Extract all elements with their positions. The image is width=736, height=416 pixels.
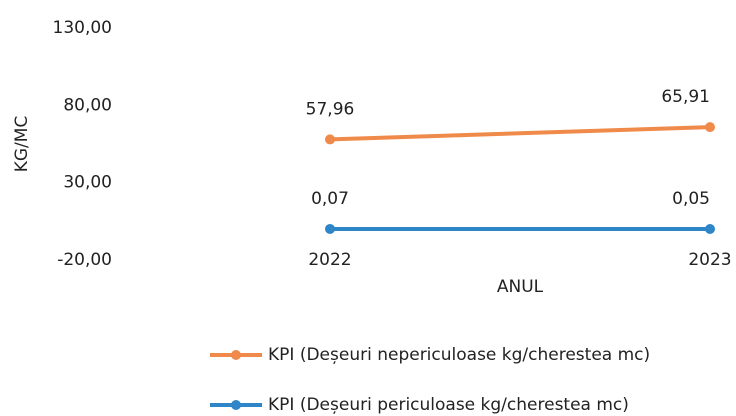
legend-marker: [231, 350, 241, 360]
y-tick-label: 130,00: [53, 18, 112, 38]
y-axis-label: KG/MC: [12, 116, 32, 173]
x-axis-label: ANUL: [497, 277, 544, 297]
y-tick-label: 30,00: [63, 173, 112, 193]
point: [325, 223, 335, 234]
y-tick-label: 80,00: [63, 95, 112, 115]
series-line: [329, 125, 711, 142]
data-label: 65,91: [661, 87, 710, 107]
legend-marker: [231, 400, 241, 410]
y-tick-label: -20,00: [57, 250, 112, 270]
point: [705, 223, 715, 234]
legend-label: KPI (Deșeuri nepericuloase kg/cherestea …: [268, 345, 650, 365]
point: [325, 134, 335, 145]
point: [705, 122, 715, 133]
data-label: 0,05: [672, 189, 710, 209]
data-label: 57,96: [306, 99, 355, 119]
legend-label: KPI (Deșeuri periculoase kg/cherestea mc…: [268, 395, 629, 415]
data-label: 0,07: [311, 189, 349, 209]
x-tick-label: 2023: [688, 250, 731, 270]
x-tick-label: 2022: [308, 250, 351, 270]
